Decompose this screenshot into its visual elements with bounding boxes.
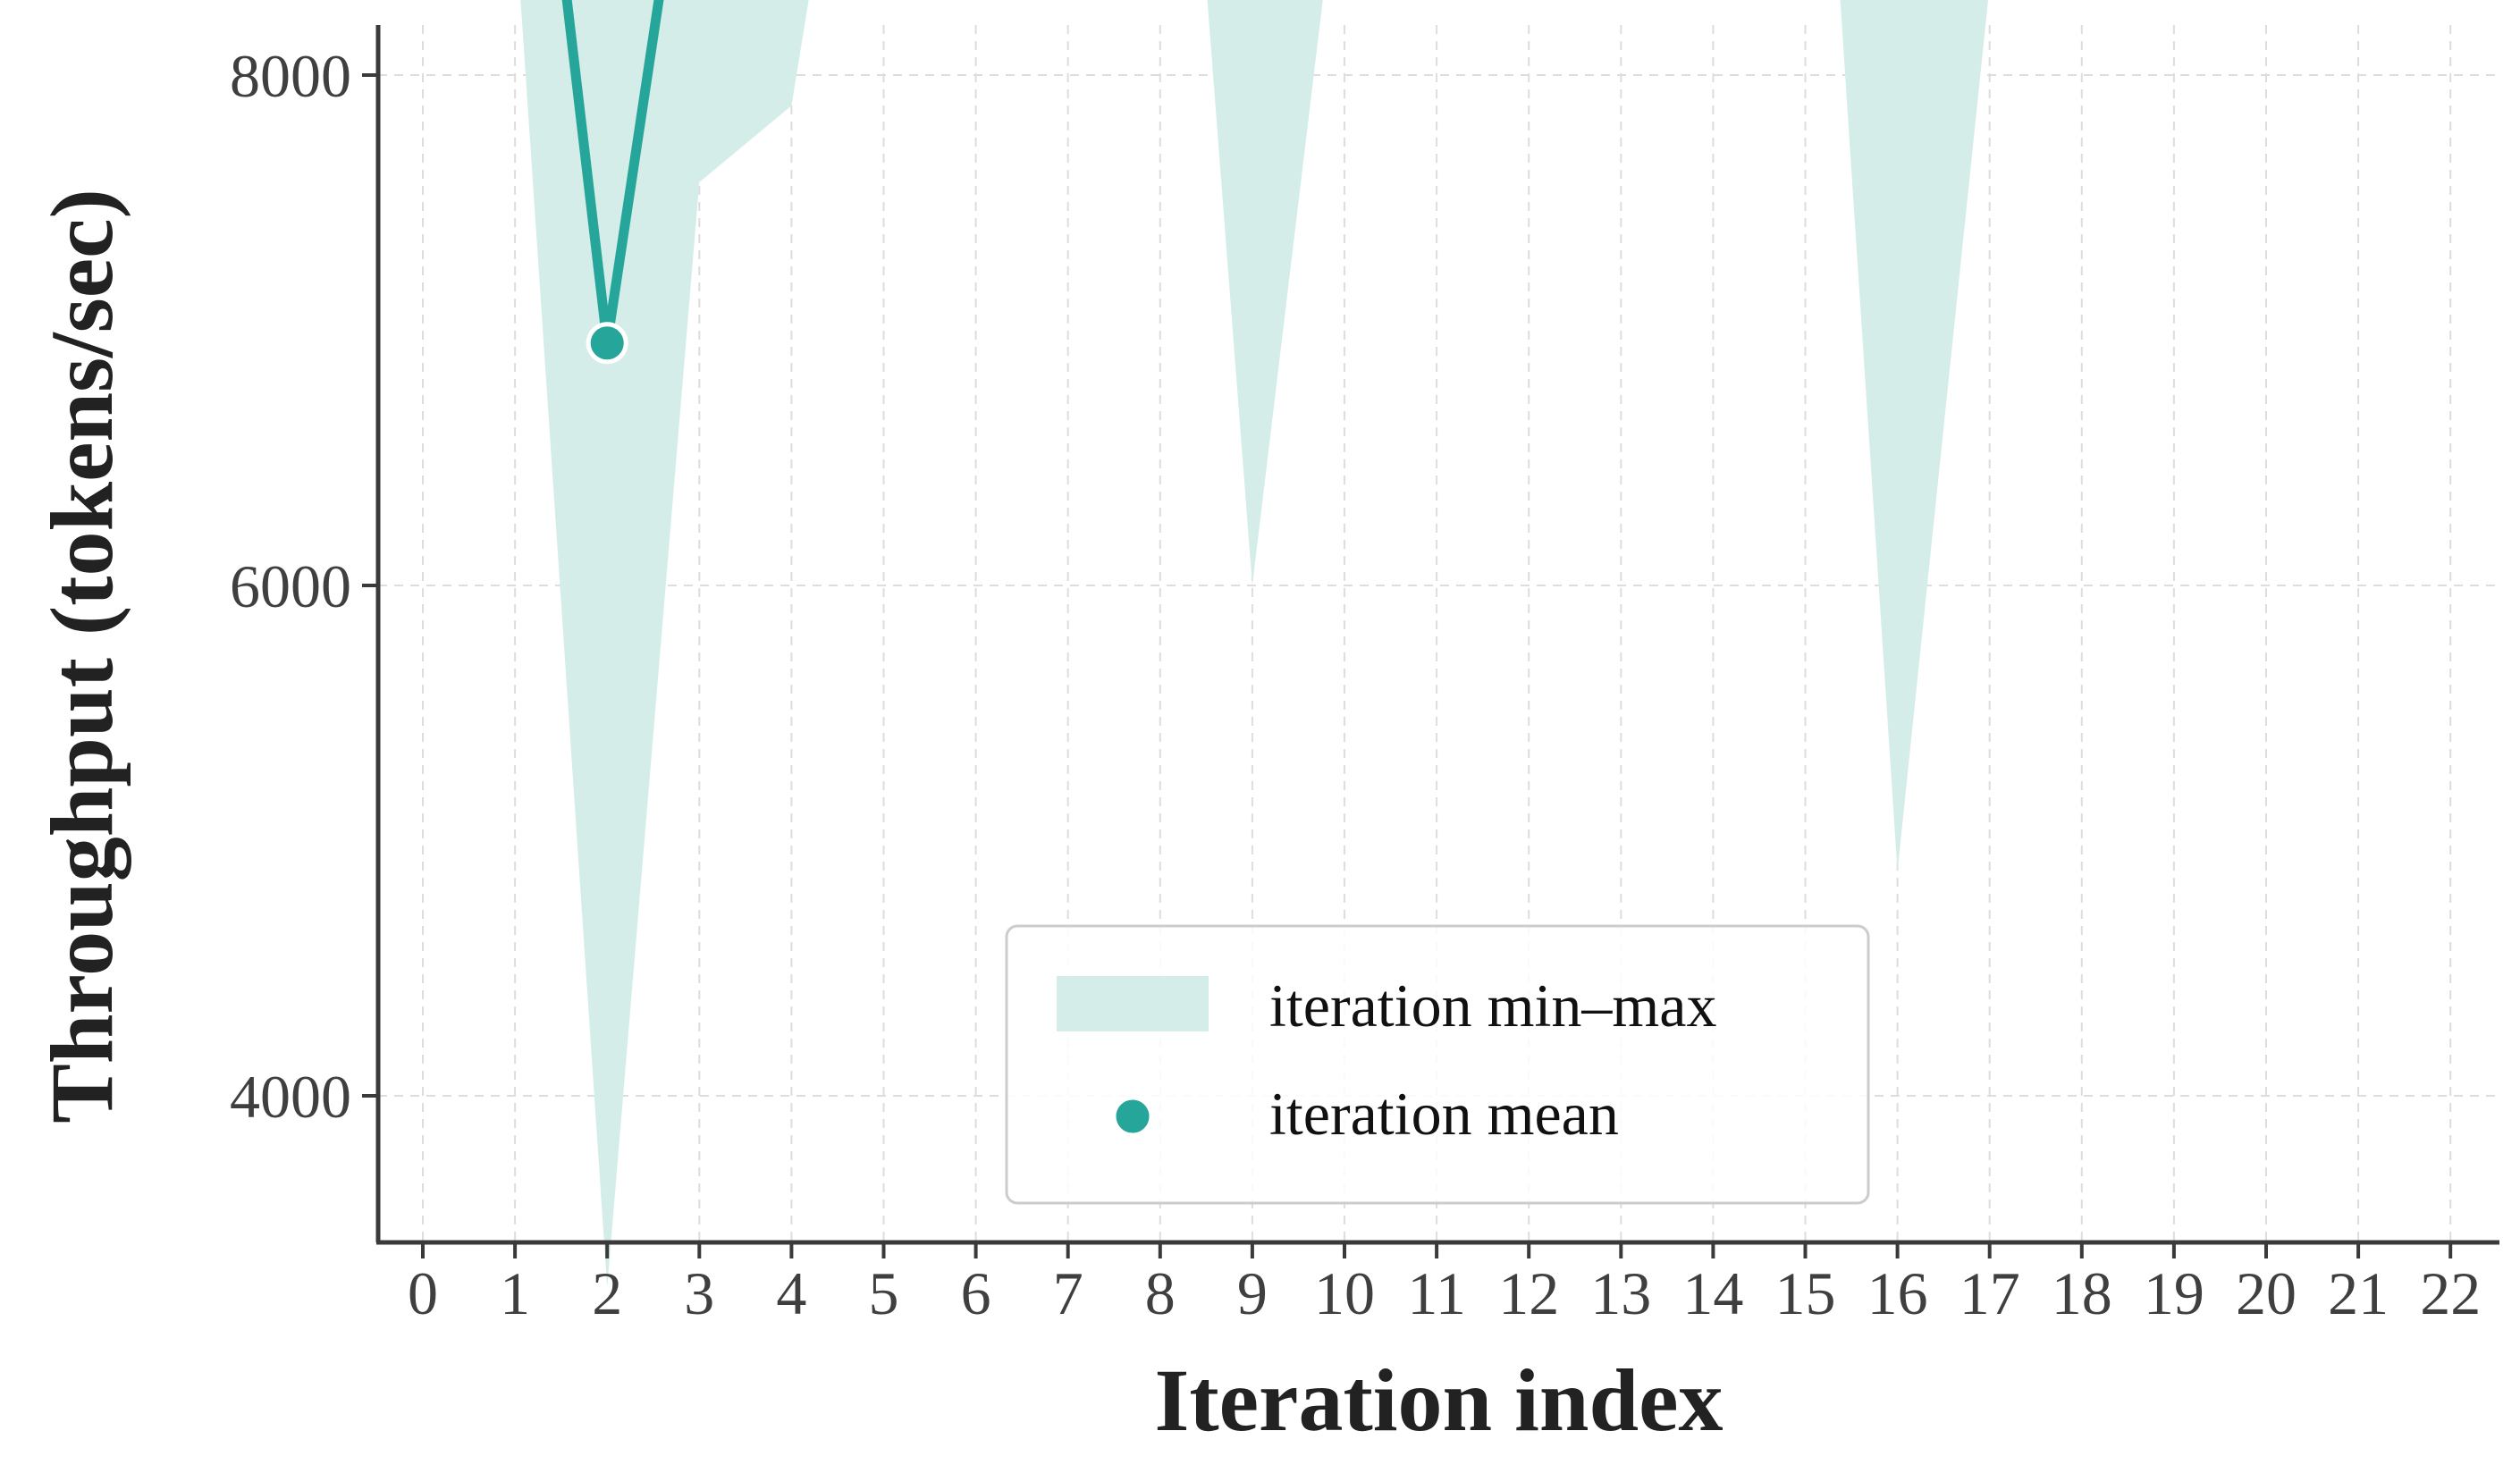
x-tick-label-9: 9 [1237, 1259, 1268, 1327]
x-tick-label-1: 1 [500, 1259, 530, 1327]
x-tick-label-3: 3 [684, 1259, 714, 1327]
x-tick-label-21: 21 [2328, 1259, 2389, 1327]
y-axis-title: Throughput (tokens/sec) [32, 189, 131, 1124]
mean-point-2 [586, 322, 628, 365]
x-tick-label-8: 8 [1145, 1259, 1176, 1327]
x-tick-label-18: 18 [2052, 1259, 2112, 1327]
x-tick-label-20: 20 [2236, 1259, 2297, 1327]
x-tick-label-14: 14 [1682, 1259, 1743, 1327]
x-tick-label-5: 5 [869, 1259, 899, 1327]
legend-box [1005, 924, 1870, 1205]
legend-label-min-max: iteration min–max [1269, 972, 1716, 1040]
x-tick-label-16: 16 [1867, 1259, 1928, 1327]
min-max-band [520, 0, 1989, 1288]
x-tick-label-19: 19 [2144, 1259, 2204, 1327]
x-tick-label-12: 12 [1498, 1259, 1559, 1327]
mean-points [586, 322, 628, 365]
x-tick-label-0: 0 [408, 1259, 438, 1327]
legend: iteration min–max iteration mean [1005, 924, 1870, 1205]
x-tick-label-11: 11 [1407, 1259, 1465, 1327]
legend-label-mean: iteration mean [1269, 1080, 1619, 1148]
x-tick-label-15: 15 [1775, 1259, 1836, 1327]
x-tick-label-13: 13 [1590, 1259, 1651, 1327]
x-tick-label-7: 7 [1053, 1259, 1083, 1327]
x-tick-label-2: 2 [592, 1259, 622, 1327]
y-ticks: 4000600080001000012000 [230, 42, 378, 1131]
x-ticks: 0 1 2 3 4 5 6 7 8 9 10 11 12 13 14 15 16 17 18 19 20 21 22 [408, 1242, 2481, 1327]
x-tick-label-22: 22 [2420, 1259, 2481, 1327]
legend-band-swatch [1057, 976, 1209, 1031]
x-axis-title: Iteration index [1154, 1351, 1723, 1450]
x-tick-label-10: 10 [1314, 1259, 1375, 1327]
y-tick-label-4000: 4000 [230, 1063, 351, 1131]
x-tick-label-17: 17 [1960, 1259, 2020, 1327]
y-tick-label-6000: 6000 [230, 552, 351, 620]
legend-mean-swatch [1111, 1095, 1154, 1138]
x-tick-label-4: 4 [776, 1259, 806, 1327]
x-tick-label-6: 6 [961, 1259, 991, 1327]
y-tick-label-8000: 8000 [230, 42, 351, 110]
